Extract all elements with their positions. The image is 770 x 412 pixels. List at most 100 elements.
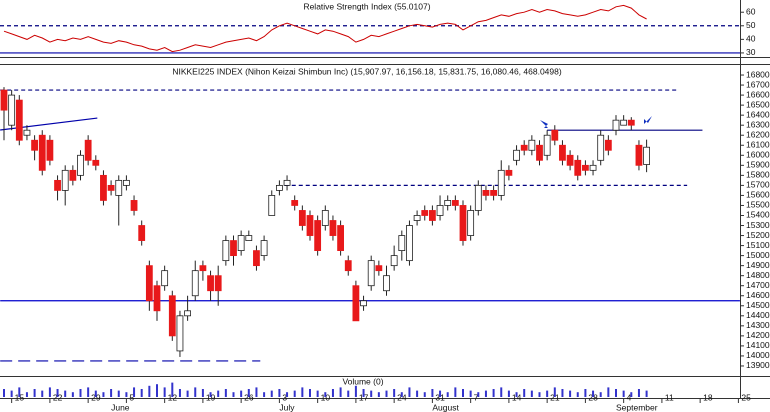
volume-bar [530,390,533,397]
candle-body [398,235,406,251]
y-tick-label: 15100 [746,240,770,250]
volume-bar [10,390,13,397]
candle-body [513,149,520,161]
candle-body [337,225,345,251]
y-tick-label: 16000 [746,150,770,160]
arrow [644,116,652,124]
x-tick-label: 12 [168,392,178,402]
volume-bar [41,390,44,397]
candle-body [123,179,130,186]
volume-bar [584,389,587,397]
volume-bar [247,389,250,397]
volume-bar [79,389,82,397]
candle-body [191,270,199,297]
rsi-line [3,4,647,53]
volume-bar [484,390,487,397]
x-tick-label: 3 [282,392,287,402]
candle-body [291,200,299,206]
volume-bar [186,390,189,397]
x-tick-label: 10 [321,392,331,402]
volume-bar [56,389,59,397]
volume-bar [377,392,380,397]
volume-bar [400,392,403,397]
volume-bar [331,389,334,397]
y-tick-label: 16100 [746,140,770,150]
candle-body [390,255,398,267]
x-tick-label: 31 [435,392,445,402]
candle-body [505,169,513,176]
month-label: August [432,402,459,412]
candle-body [298,210,306,226]
candle-body [207,275,214,292]
volume-bar [270,390,273,397]
candle-body [100,174,107,201]
candle-body [214,275,222,292]
candle-body [367,260,375,287]
volume-bar [255,387,258,397]
x-tick-label: 18 [703,392,713,402]
volume-bar [553,387,556,397]
candle-body [474,184,482,211]
candle-body [597,134,605,161]
volume-bar [630,392,633,397]
y-tick-label: 14700 [746,280,770,290]
candle-body [497,169,505,196]
candle-body [199,265,207,272]
y-tick-label: 16300 [746,119,770,129]
volume-bar [416,390,419,397]
x-tick-label: 5 [129,392,134,402]
x-tick-label: 15 [15,392,25,402]
x-tick-label: 26 [244,392,254,402]
candle-body [92,159,100,166]
volume-bar [637,389,640,397]
volume-bar [446,392,449,397]
volume-bar [645,390,648,397]
volume-bar [94,390,97,397]
y-tick-label: 16200 [746,129,770,139]
candle-body [275,184,283,191]
volume-bar [423,392,426,397]
candle-body [161,270,169,287]
candle-body [635,144,643,166]
candle-body [54,179,61,191]
volume-bar [316,390,319,397]
candle-body [107,184,115,191]
y-tick-label: 14100 [746,340,770,350]
candle-body [168,295,176,337]
candle-body [222,240,230,262]
candle-body [612,119,620,131]
volume-bar [431,389,434,397]
x-tick-label: 29 [91,392,101,402]
volume-bar [117,390,120,397]
volume-bar [354,385,357,397]
x-tick-label: 14 [512,392,522,402]
candle-body [536,144,543,161]
volume-bar [347,390,350,397]
candle-body [459,205,467,241]
arrow [540,120,548,128]
volume-bar [339,387,342,397]
candle-body [589,164,597,171]
volume-bar [622,390,625,397]
candle-body [23,129,31,136]
volume-bar [393,389,396,397]
volume-bar [515,392,518,397]
volume-bar [523,389,526,397]
volume-bar [293,390,296,397]
candle-body [543,134,551,156]
volume-bar [25,392,28,397]
volume-title: Volume (0) [342,376,383,386]
candle-body [176,315,184,352]
y-tick-label: 14000 [746,350,770,360]
rsi-title: Relative Strength Index (55.0107) [303,1,430,11]
candle-body [444,200,452,206]
volume-bar [140,389,143,397]
candle-body [237,235,245,251]
candle-body [383,275,390,292]
candle-body [406,225,413,262]
candle-body [306,215,314,236]
candle-body [31,139,39,151]
y-tick-label: 14200 [746,330,770,340]
volume-bar [538,392,541,397]
y-tick-label: 15200 [746,230,770,240]
